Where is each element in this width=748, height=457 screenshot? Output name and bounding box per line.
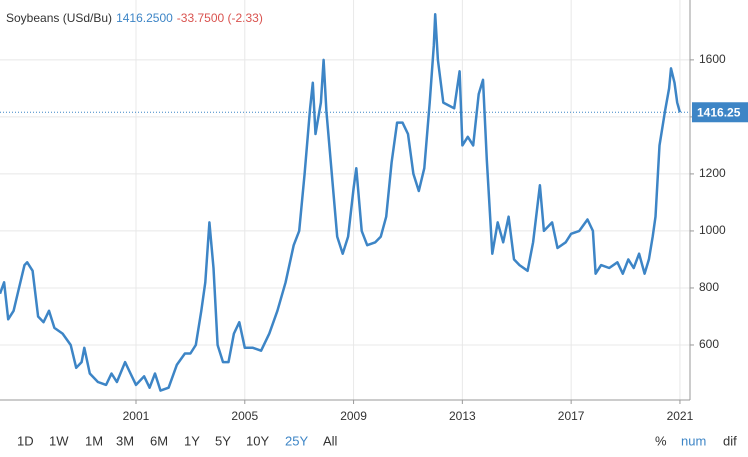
range-button[interactable]: 3M [116, 433, 134, 448]
price: 1416.2500 [116, 11, 173, 25]
x-tick-label: 2009 [340, 409, 367, 423]
price-line [0, 13, 682, 392]
range-button[interactable]: 1W [49, 433, 69, 448]
range-button[interactable]: 1M [85, 433, 103, 448]
range-button[interactable]: 25Y [285, 433, 308, 448]
x-tick-label: 2001 [123, 409, 150, 423]
chart-title: Soybeans (USd/Bu) 1416.2500 -33.7500 (-2.3… [6, 11, 263, 25]
y-tick-label: 1600 [699, 52, 726, 66]
change: -33.7500 (-2.33) [177, 11, 263, 25]
last-value-box [692, 102, 748, 123]
y-tick-label: 1200 [699, 166, 726, 180]
y-tick-label: 1000 [699, 223, 726, 237]
last-value-label: 1416.25 [697, 105, 741, 119]
mode-button[interactable]: % [655, 433, 667, 448]
range-button[interactable]: All [323, 433, 338, 448]
instrument: Soybeans (USd/Bu) [6, 11, 112, 25]
mode-button[interactable]: dif [723, 433, 737, 448]
range-button[interactable]: 1D [17, 433, 34, 448]
x-tick-label: 2005 [231, 409, 258, 423]
range-button[interactable]: 1Y [184, 433, 200, 448]
range-button[interactable]: 6M [150, 433, 168, 448]
x-tick-label: 2021 [667, 409, 694, 423]
y-tick-label: 800 [699, 280, 719, 294]
range-button[interactable]: 5Y [215, 433, 231, 448]
x-tick-label: 2013 [449, 409, 476, 423]
range-button[interactable]: 10Y [246, 433, 269, 448]
y-tick-label: 600 [699, 337, 719, 351]
x-tick-label: 2017 [558, 409, 585, 423]
mode-button[interactable]: num [681, 433, 706, 448]
